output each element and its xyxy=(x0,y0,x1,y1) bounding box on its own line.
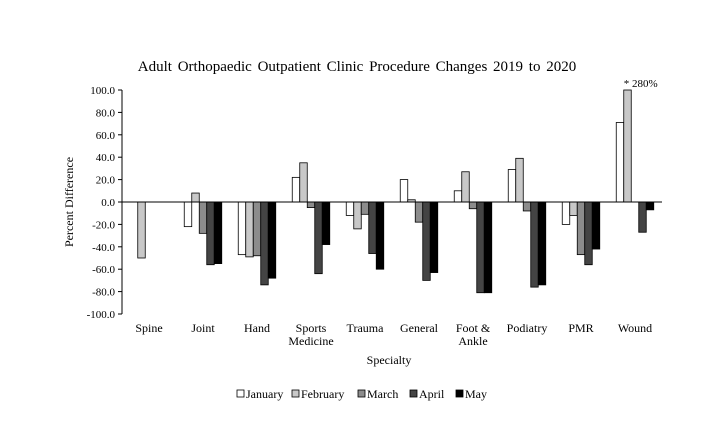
bar-may-2 xyxy=(267,201,277,279)
x-tick-line: Spine xyxy=(135,321,162,335)
bar-may-8 xyxy=(591,201,601,250)
y-tick-label: 80.0 xyxy=(96,107,116,119)
x-tick-label: Wound xyxy=(618,321,652,335)
legend-label-april: April xyxy=(419,387,445,401)
x-tick-label: PMR xyxy=(568,321,593,335)
x-tick-label: Hand xyxy=(244,321,270,335)
bar-february-6 xyxy=(461,171,470,203)
x-tick-label: Spine xyxy=(135,321,162,335)
bar-january-7 xyxy=(507,169,517,203)
bar-february-1 xyxy=(191,192,200,203)
y-tick-label: -40.0 xyxy=(92,242,115,254)
bar-march-5 xyxy=(414,201,424,223)
y-tick-label: 100.0 xyxy=(90,85,115,97)
x-tick-line: Medicine xyxy=(288,334,333,348)
bar-march-7 xyxy=(522,201,532,212)
bar-february-4 xyxy=(353,201,362,230)
bar-april-8 xyxy=(584,201,593,266)
x-tick-label: General xyxy=(400,321,439,335)
y-axis-label: Percent Difference xyxy=(62,157,76,247)
bar-march-1 xyxy=(198,201,208,234)
bar-january-3 xyxy=(291,176,301,203)
legend-swatch-january xyxy=(236,389,245,398)
y-ticks: 100.0 80.0 60.0 40.0 20.0 0.0 -20.0 -40.0 -60.0 -… xyxy=(87,85,122,321)
bar-april-1 xyxy=(206,201,215,266)
legend: January February March April May xyxy=(236,387,487,401)
x-tick-label: Joint xyxy=(191,321,215,335)
bar-may-9 xyxy=(645,201,655,211)
bar-march-4 xyxy=(360,201,370,215)
chart-title: Adult Orthopaedic Outpatient Clinic Proc… xyxy=(138,59,576,75)
bar-january-9 xyxy=(615,122,625,203)
legend-label-may: May xyxy=(465,387,487,401)
annotation-label: * 280% xyxy=(624,78,658,90)
bar-april-4 xyxy=(368,201,377,254)
bar-march-8 xyxy=(576,201,586,256)
y-tick-label: 0.0 xyxy=(101,197,115,209)
legend-swatch-may xyxy=(455,389,464,398)
bar-january-2 xyxy=(237,201,247,256)
x-tick-label: Podiatry xyxy=(507,321,548,335)
y-tick-label: -80.0 xyxy=(92,287,115,299)
x-tick-label: Trauma xyxy=(347,321,385,335)
bar-april-9 xyxy=(638,201,647,233)
x-tick-line: Ankle xyxy=(458,334,487,348)
x-tick-line: Podiatry xyxy=(507,321,548,335)
bar-january-6 xyxy=(453,190,463,203)
bar-february-8 xyxy=(569,201,578,216)
x-tick-line: Hand xyxy=(244,321,270,335)
bar-january-8 xyxy=(561,201,571,225)
legend-label-january: January xyxy=(246,387,283,401)
x-tick-line: PMR xyxy=(568,321,593,335)
bar-april-5 xyxy=(422,201,431,281)
bars xyxy=(137,89,655,294)
y-tick-label: 20.0 xyxy=(96,175,116,187)
legend-swatch-april xyxy=(409,389,418,398)
legend-swatch-march xyxy=(357,389,366,398)
bar-may-4 xyxy=(375,201,385,270)
bar-february-2 xyxy=(245,201,254,258)
bar-may-1 xyxy=(213,201,223,264)
bar-january-5 xyxy=(399,179,409,203)
y-tick-label: -100.0 xyxy=(87,309,116,321)
y-tick-label: 60.0 xyxy=(96,130,116,142)
bar-february-7 xyxy=(515,157,524,203)
bar-february-0 xyxy=(137,201,146,259)
bar-february-3 xyxy=(299,162,308,203)
x-tick-label: Sports Medicine xyxy=(288,321,333,348)
x-tick-line: Wound xyxy=(618,321,652,335)
bar-march-2 xyxy=(252,201,262,257)
y-tick-label: -20.0 xyxy=(92,219,115,231)
y-tick-label: -60.0 xyxy=(92,264,115,276)
bar-may-3 xyxy=(321,201,331,245)
bar-may-6 xyxy=(483,201,493,294)
bar-february-9 xyxy=(623,89,632,203)
x-axis-label: Specialty xyxy=(367,353,412,367)
x-tick-label: Foot & Ankle xyxy=(456,321,491,348)
x-tick-line: Sports xyxy=(296,321,327,335)
x-tick-line: Foot & xyxy=(456,321,491,335)
bar-march-6 xyxy=(468,201,478,210)
x-tick-line: General xyxy=(400,321,439,335)
bar-april-2 xyxy=(260,201,269,286)
bar-may-5 xyxy=(429,201,439,273)
bar-march-3 xyxy=(306,201,316,208)
bar-may-7 xyxy=(537,201,547,286)
bar-january-4 xyxy=(345,201,355,216)
legend-label-march: March xyxy=(367,387,398,401)
x-ticks: Spine Joint Hand Sports Medicine Trauma Genera… xyxy=(135,321,652,348)
y-axis-label-group: Percent Difference xyxy=(62,157,76,247)
legend-swatch-february xyxy=(291,389,300,398)
bar-april-7 xyxy=(530,201,539,288)
bar-april-3 xyxy=(314,201,323,275)
bar-april-6 xyxy=(476,201,485,294)
x-tick-line: Trauma xyxy=(347,321,385,335)
y-tick-label: 40.0 xyxy=(96,152,116,164)
bar-january-1 xyxy=(183,201,193,228)
x-tick-line: Joint xyxy=(191,321,215,335)
legend-label-february: February xyxy=(301,387,344,401)
